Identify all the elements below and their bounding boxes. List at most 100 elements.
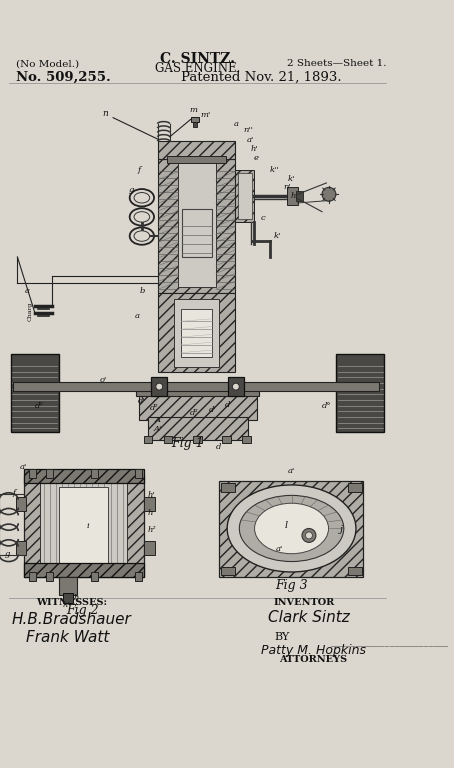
Text: d': d': [209, 406, 217, 414]
Bar: [287, 187, 298, 205]
Text: d²: d²: [190, 409, 198, 417]
Bar: [221, 483, 235, 492]
Text: b: b: [139, 287, 145, 296]
Bar: [158, 141, 235, 159]
Text: GAS ENGINE.: GAS ENGINE.: [155, 61, 240, 74]
Ellipse shape: [239, 495, 344, 561]
Text: (No Model.): (No Model.): [16, 59, 79, 68]
Text: Fig 3: Fig 3: [275, 579, 308, 592]
Text: A: A: [155, 416, 161, 424]
Text: h: h: [73, 594, 79, 602]
Bar: [139, 392, 257, 419]
Bar: [158, 159, 235, 293]
Bar: [144, 497, 155, 511]
Bar: [29, 469, 36, 478]
Bar: [29, 572, 36, 581]
Bar: [91, 572, 99, 581]
Text: Patented Nov. 21, 1893.: Patented Nov. 21, 1893.: [181, 71, 341, 83]
Bar: [143, 436, 152, 443]
Text: a: a: [233, 120, 238, 127]
Ellipse shape: [130, 189, 154, 207]
Bar: [136, 389, 259, 396]
Text: a': a': [276, 545, 283, 553]
Text: l: l: [285, 521, 288, 531]
Bar: [348, 483, 362, 492]
Bar: [242, 436, 251, 443]
Text: m': m': [200, 111, 210, 119]
Bar: [178, 159, 216, 287]
Bar: [348, 567, 362, 575]
Bar: [221, 567, 235, 575]
Bar: [46, 469, 53, 478]
Text: f: f: [12, 489, 15, 498]
Circle shape: [156, 383, 163, 390]
Bar: [191, 117, 199, 122]
Text: e: e: [254, 154, 259, 162]
Text: k'': k'': [270, 166, 279, 174]
Text: C. SINTZ.: C. SINTZ.: [160, 52, 235, 66]
Text: h': h': [63, 601, 70, 609]
Ellipse shape: [130, 208, 154, 226]
Text: Frank Watt: Frank Watt: [26, 631, 109, 645]
Bar: [336, 353, 384, 432]
Ellipse shape: [134, 212, 150, 222]
Bar: [11, 353, 59, 432]
Bar: [228, 377, 244, 396]
Bar: [25, 469, 144, 483]
Bar: [25, 475, 144, 578]
Text: f: f: [138, 166, 141, 174]
Bar: [13, 382, 379, 391]
Bar: [144, 541, 155, 554]
Text: g: g: [5, 551, 10, 558]
Text: h: h: [291, 192, 296, 200]
Text: d: d: [225, 401, 230, 409]
Bar: [46, 572, 53, 581]
Circle shape: [306, 532, 312, 539]
Text: h': h': [148, 492, 156, 499]
Bar: [152, 377, 167, 396]
Text: WITNESSES:: WITNESSES:: [36, 598, 107, 607]
Bar: [59, 578, 77, 594]
Text: ATTORNEYS: ATTORNEYS: [279, 654, 347, 664]
Bar: [174, 299, 219, 366]
Text: d°: d°: [322, 402, 331, 410]
Text: a: a: [25, 287, 30, 296]
Bar: [182, 209, 212, 257]
Text: o': o': [100, 376, 107, 384]
Text: Fig 2: Fig 2: [66, 604, 99, 617]
Circle shape: [322, 187, 336, 201]
Bar: [296, 190, 303, 201]
Text: d: d: [216, 443, 221, 452]
Bar: [135, 469, 142, 478]
Text: g: g: [129, 186, 134, 194]
Text: No. 509,255.: No. 509,255.: [16, 71, 110, 83]
Text: Clark Sintz: Clark Sintz: [268, 611, 350, 625]
Bar: [235, 170, 254, 222]
Text: i: i: [87, 522, 89, 531]
Circle shape: [232, 383, 239, 390]
Text: 2 Sheets—Sheet 1.: 2 Sheets—Sheet 1.: [287, 59, 386, 68]
Bar: [158, 293, 235, 372]
Ellipse shape: [134, 231, 150, 241]
Ellipse shape: [255, 503, 329, 554]
Text: Patty M. Hopkins: Patty M. Hopkins: [261, 644, 366, 657]
Text: BY: BY: [274, 632, 289, 642]
Bar: [222, 436, 231, 443]
Text: h: h: [148, 508, 153, 517]
Text: H.B.Bradshauer: H.B.Bradshauer: [11, 612, 131, 627]
Text: Charg: Charg: [28, 301, 33, 320]
Text: A': A': [153, 425, 162, 433]
Bar: [181, 310, 212, 357]
Bar: [63, 593, 73, 604]
Ellipse shape: [227, 485, 356, 572]
Text: h': h': [251, 144, 258, 153]
Text: a': a': [20, 463, 27, 472]
Text: j: j: [340, 525, 342, 534]
Bar: [219, 482, 363, 578]
Circle shape: [302, 528, 316, 542]
Bar: [16, 541, 26, 554]
Text: d²: d²: [150, 404, 158, 412]
Text: k': k': [287, 175, 295, 184]
Ellipse shape: [130, 227, 154, 245]
Bar: [59, 487, 108, 565]
